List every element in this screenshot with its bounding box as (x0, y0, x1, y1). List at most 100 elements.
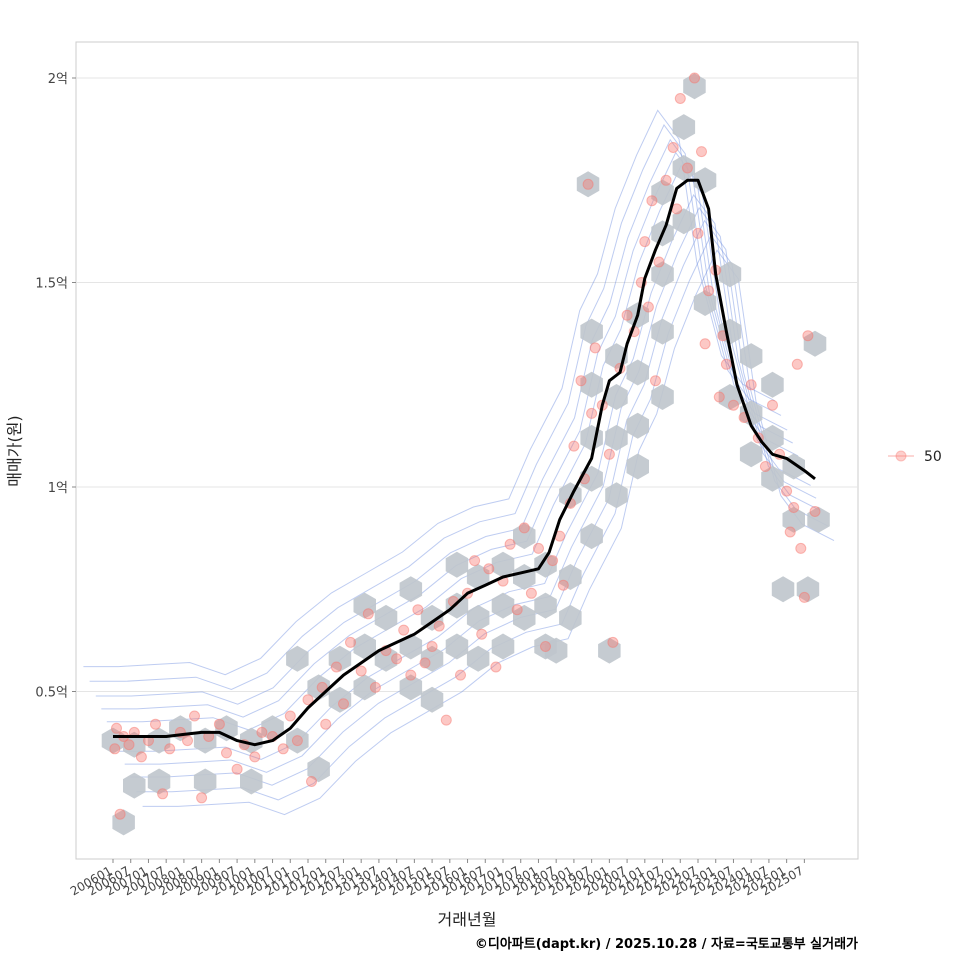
hexbin (286, 727, 309, 754)
data-point (306, 776, 317, 787)
hexbin (215, 715, 238, 742)
hexbin (761, 465, 784, 492)
hexbin (534, 592, 557, 619)
legend-key-point (895, 450, 907, 462)
hexbin (328, 645, 352, 672)
hexbin (123, 772, 146, 799)
data-point (696, 146, 707, 158)
data-point (603, 448, 615, 460)
data-point (692, 227, 704, 239)
data-point (249, 751, 261, 763)
data-point (123, 739, 135, 751)
data-point (788, 502, 800, 513)
hexbin (605, 384, 628, 410)
data-point (533, 542, 544, 554)
data-point (660, 174, 672, 186)
y-tick-label: 0.5억 (35, 686, 68, 701)
hexbin (399, 576, 423, 603)
data-point (362, 608, 374, 620)
data-point (164, 743, 176, 755)
hexbin (580, 371, 603, 398)
hexbin (739, 343, 763, 370)
y-tick-label: 1.5억 (35, 277, 68, 292)
data-point (639, 236, 651, 248)
hexbin (353, 592, 376, 619)
contour-line (83, 109, 775, 676)
trend-line-layer (113, 178, 816, 747)
hexbin (240, 768, 263, 795)
hexbin (672, 208, 696, 235)
hexbin (580, 318, 603, 345)
data-point (338, 698, 349, 710)
hexbin (576, 171, 600, 198)
data-point (213, 718, 225, 730)
hexbin (193, 768, 217, 795)
data-point (568, 440, 580, 452)
hexbin (803, 330, 827, 357)
data-point (440, 714, 452, 726)
data-point (302, 694, 314, 706)
trend-line (113, 178, 816, 747)
hexbin (605, 424, 628, 451)
hexbin (491, 551, 515, 578)
data-point (221, 747, 232, 759)
caption: ©디아파트(dapt.kr) / 2025.10.28 / 자료=국토교통부 실… (475, 936, 858, 952)
hexbin (739, 441, 763, 468)
x-axis-title: 거래년월 (438, 910, 497, 929)
data-point (182, 735, 193, 747)
data-point (802, 330, 814, 342)
hexbin (580, 523, 603, 550)
hexbin (112, 809, 135, 836)
data-point (621, 309, 633, 321)
data-point (518, 522, 530, 534)
data-point (196, 792, 208, 804)
data-point (745, 379, 757, 391)
data-point (419, 657, 431, 669)
data-point (809, 506, 821, 517)
data-point (689, 72, 700, 84)
hexbin (101, 727, 125, 754)
data-point (713, 391, 725, 403)
y-axis-title: 매매가(원) (5, 415, 24, 486)
hexbin (651, 384, 674, 410)
hexbin (683, 73, 706, 100)
y-axis: 0.5억 1억 1.5억 2억 (35, 72, 76, 701)
data-point (391, 653, 403, 665)
data-point (114, 808, 126, 820)
data-point (476, 628, 488, 640)
data-point (150, 718, 161, 730)
data-point (781, 485, 793, 497)
data-point (642, 301, 654, 313)
hexbin (580, 465, 603, 492)
y-tick-label: 1억 (48, 481, 68, 496)
data-point (369, 681, 381, 693)
data-point (525, 587, 537, 599)
x-axis: 2006012006072007012007072008012008072009… (68, 859, 806, 899)
data-point (650, 375, 661, 387)
data-point (355, 665, 367, 677)
hexbin (286, 645, 309, 672)
hexbin (307, 756, 330, 783)
data-point (231, 763, 243, 775)
data-point (291, 735, 303, 747)
data-point (511, 604, 523, 616)
hexbin (559, 604, 582, 631)
data-point (256, 726, 268, 738)
data-point (157, 788, 169, 800)
data-point (798, 591, 810, 603)
hexbin (672, 155, 696, 181)
hexbin (513, 523, 536, 550)
data-point (728, 399, 739, 411)
data-point (490, 661, 502, 673)
hexbin (693, 290, 717, 316)
hexbin (761, 424, 784, 451)
data-point (330, 661, 342, 673)
data-point (703, 285, 715, 297)
hexbin (807, 506, 830, 533)
data-point (646, 195, 658, 207)
hexbin (796, 576, 820, 603)
panel-background (75, 41, 859, 860)
data-point (398, 624, 410, 636)
data-point (575, 375, 587, 387)
